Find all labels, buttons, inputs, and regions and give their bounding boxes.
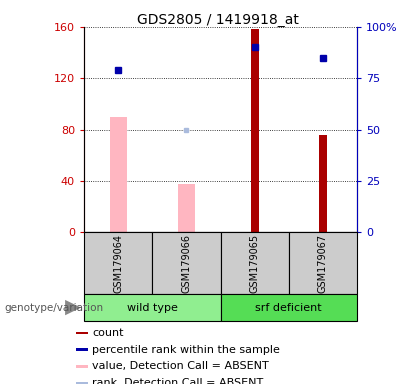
Text: GSM179067: GSM179067 <box>318 233 328 293</box>
Bar <box>84 294 220 321</box>
Bar <box>178 184 195 232</box>
Text: count: count <box>92 328 124 338</box>
Bar <box>152 232 221 294</box>
Text: GDS2805 / 1419918_at: GDS2805 / 1419918_at <box>137 13 299 27</box>
Text: percentile rank within the sample: percentile rank within the sample <box>92 345 280 355</box>
Text: GSM179065: GSM179065 <box>249 233 260 293</box>
Text: srf deficient: srf deficient <box>255 303 322 313</box>
Bar <box>76 332 88 334</box>
Text: GSM179066: GSM179066 <box>181 233 192 293</box>
Bar <box>76 382 88 384</box>
Bar <box>319 135 327 232</box>
Bar <box>76 365 88 367</box>
Polygon shape <box>65 300 81 315</box>
Bar <box>220 232 289 294</box>
Text: value, Detection Call = ABSENT: value, Detection Call = ABSENT <box>92 361 269 371</box>
Text: GSM179064: GSM179064 <box>113 233 123 293</box>
Bar <box>76 348 88 351</box>
Text: wild type: wild type <box>127 303 178 313</box>
Text: rank, Detection Call = ABSENT: rank, Detection Call = ABSENT <box>92 378 264 384</box>
Bar <box>110 117 127 232</box>
Text: genotype/variation: genotype/variation <box>4 303 103 313</box>
Bar <box>251 30 259 232</box>
Bar <box>220 294 357 321</box>
Bar <box>84 232 152 294</box>
Bar <box>289 232 357 294</box>
